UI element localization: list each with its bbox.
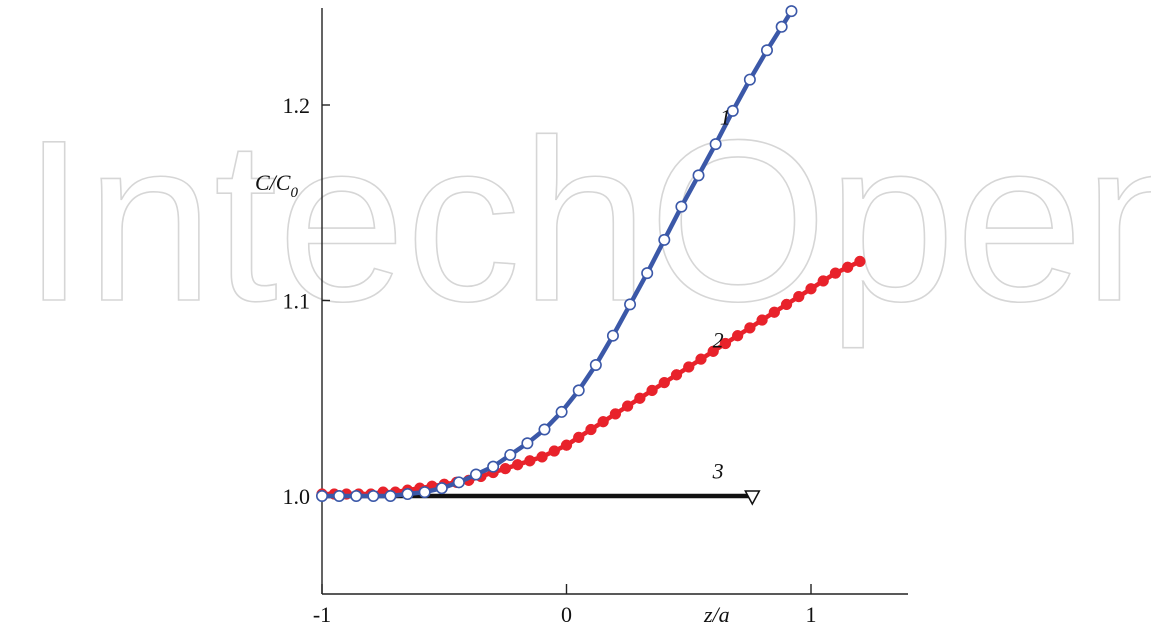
- series-1-point: [555, 405, 568, 418]
- series-2-point: [585, 423, 597, 436]
- series-1-point: [624, 298, 637, 311]
- series-2-point: [511, 459, 524, 471]
- series-2-point: [670, 369, 683, 381]
- series-2-point: [609, 408, 622, 420]
- series-1-point: [775, 20, 788, 33]
- series-2-point: [829, 267, 842, 279]
- series-2-point: [817, 275, 829, 287]
- series-2-point: [621, 400, 634, 412]
- series-2-point: [707, 345, 719, 357]
- ticks: 1.0 1.1 1.2 -1 0 1: [283, 93, 817, 627]
- series-1-point: [538, 423, 551, 436]
- series-2-point: [854, 255, 866, 268]
- series-1-point: [692, 169, 705, 182]
- series-1-point: [487, 460, 500, 473]
- series-2-point: [524, 455, 536, 467]
- series-1-point: [470, 468, 483, 481]
- y-tick-label: 1.1: [283, 289, 311, 314]
- curve-label-2: 2: [713, 327, 724, 352]
- y-axis-title: C/C0: [255, 170, 298, 201]
- series-1-point: [785, 5, 798, 18]
- series-1-point: [726, 104, 739, 117]
- labels-group: C/C0 z/a 321: [255, 105, 731, 627]
- series-2-point: [768, 306, 780, 318]
- series-3-point: [744, 490, 761, 506]
- series-group: [315, 5, 866, 506]
- series-2-point: [634, 392, 646, 404]
- curve-label-1: 1: [720, 105, 731, 130]
- series-1-point: [521, 437, 534, 450]
- series-1-point: [350, 489, 363, 502]
- series-2-point: [744, 322, 756, 334]
- y-tick-label: 1.0: [283, 484, 311, 509]
- series-1: [315, 5, 798, 502]
- x-tick-label: 0: [561, 602, 572, 627]
- series-2-point: [719, 337, 732, 350]
- series-1-point: [333, 489, 346, 502]
- series-2-point: [805, 283, 817, 295]
- x-tick-label: 1: [806, 602, 817, 627]
- series-1-point: [435, 482, 448, 495]
- series-2-point: [683, 361, 695, 373]
- series-2-point: [560, 439, 573, 451]
- series-1-point: [572, 384, 585, 397]
- series-2-point: [597, 416, 609, 428]
- series-1-point: [452, 476, 465, 489]
- series-1-point: [658, 233, 671, 246]
- series-1-point: [589, 359, 602, 372]
- series-1-point: [401, 488, 414, 501]
- series-2-point: [793, 290, 805, 303]
- series-2: [316, 255, 866, 500]
- x-axis-title: z/a: [703, 602, 730, 627]
- series-2-point: [756, 314, 768, 326]
- series-1-point: [743, 73, 756, 86]
- y-axis-title-main: C/C: [255, 170, 291, 195]
- series-2-point: [780, 298, 793, 311]
- series-2-point: [548, 445, 560, 457]
- y-axis-title-subscript: 0: [290, 185, 298, 201]
- series-1-point: [760, 44, 773, 57]
- series-1-point: [709, 138, 722, 151]
- curve-label-3: 3: [712, 458, 724, 483]
- series-2-point: [695, 353, 707, 365]
- series-2-point: [499, 462, 512, 475]
- series-1-point: [641, 267, 654, 280]
- series-2-point: [573, 431, 585, 444]
- series-1-point: [384, 489, 397, 502]
- series-1-point: [675, 200, 688, 213]
- series-2-point: [732, 330, 744, 342]
- series-1-point: [504, 448, 517, 461]
- watermark-text: IntechOpen: [22, 92, 1151, 349]
- series-2-point: [646, 384, 658, 397]
- x-tick-label: -1: [313, 602, 331, 627]
- series-2-point: [842, 261, 854, 273]
- series-1-point: [606, 329, 619, 342]
- series-1-point: [315, 489, 328, 502]
- series-1-point: [418, 486, 431, 499]
- series-2-point: [536, 451, 548, 463]
- series-1-point: [367, 489, 380, 502]
- y-tick-label: 1.2: [283, 93, 311, 118]
- series-2-point: [658, 376, 670, 389]
